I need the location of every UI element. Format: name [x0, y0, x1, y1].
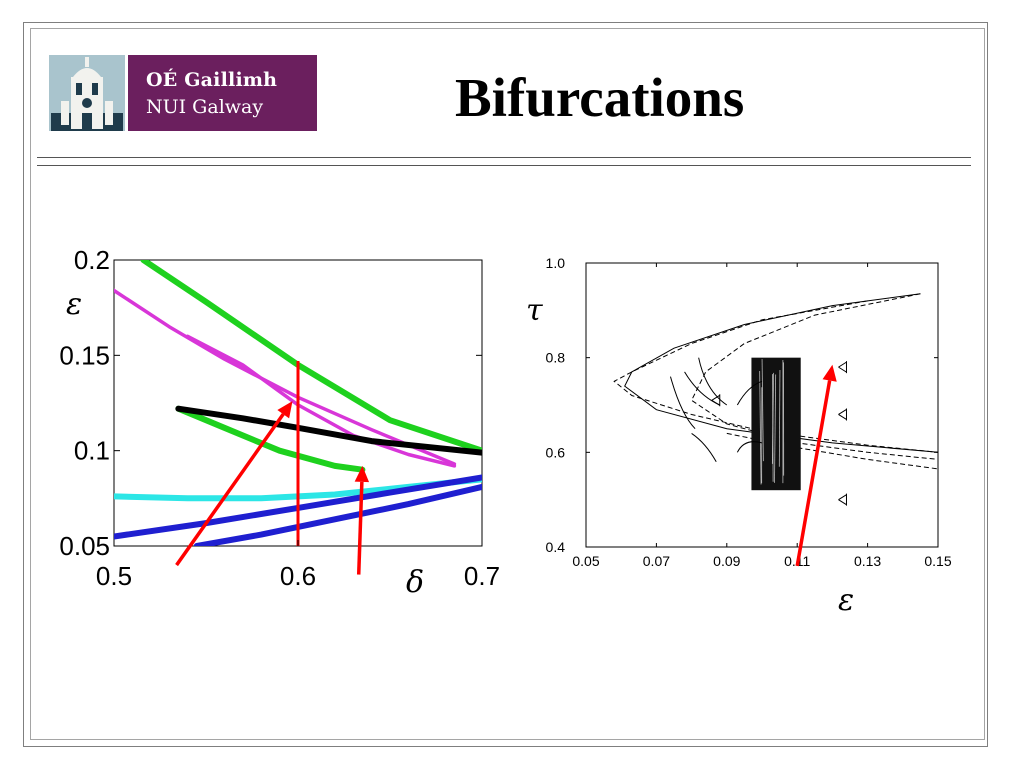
header-divider-top [37, 157, 971, 158]
right-x-tick-label-5: 0.15 [924, 553, 951, 569]
right-series-dashed-1 [613, 300, 938, 453]
right-red-arrow-0-shaft [795, 380, 832, 567]
right-chaotic-fill [751, 357, 801, 491]
right-chaotic-gap-2 [778, 369, 781, 467]
logo-band: OÉ Gaillimh NUI Galway [128, 55, 317, 131]
right-y-tick-label-2: 0.8 [546, 350, 566, 366]
right-small-branch-1 [838, 408, 847, 421]
left-x-tick-label-2: 0.7 [464, 561, 500, 591]
left-x-tick-label-0: 0.5 [96, 561, 132, 591]
right-x-axis-label: ε [838, 583, 854, 618]
right-chaotic-gap-5 [761, 359, 764, 462]
right-small-branch-3 [711, 394, 721, 407]
right-chaotic-gap-6 [759, 370, 762, 485]
right-chaotic-region [751, 357, 801, 491]
left-series-magenta-3 [185, 334, 457, 468]
right-chaotic-gap-7 [772, 374, 774, 482]
right-y-tick-label-3: 1.0 [546, 255, 566, 271]
left-red-arrow-0-head [277, 401, 293, 419]
left-red-arrow-0-shaft [175, 413, 285, 567]
left-x-axis-label: δ [406, 565, 424, 600]
page-title: Bifurcations [455, 67, 745, 128]
right-series-dashed-2 [690, 293, 938, 460]
logo-tower-icon [49, 55, 125, 131]
right-periodic-branch-2 [698, 357, 728, 406]
left-series-blue-7 [193, 483, 482, 546]
right-periodic-branch-4 [736, 380, 763, 406]
right-small-branch-0 [838, 361, 847, 374]
right-plot-area [613, 293, 938, 506]
right-x-tick-label-0: 0.05 [572, 553, 599, 569]
logo-name-irish: OÉ Gaillimh [146, 69, 278, 91]
right-red-arrow-0-head [822, 364, 837, 382]
right-periodic-branch-3 [691, 432, 717, 463]
tower-icon [49, 55, 125, 131]
header-divider-bottom [37, 165, 971, 166]
right-x-tick-label-1: 0.07 [643, 553, 670, 569]
slide-outer-frame [23, 22, 988, 747]
right-y-tick-label-1: 0.6 [546, 444, 566, 460]
right-chaotic-gap-0 [774, 374, 777, 483]
left-red-arrow-1 [354, 465, 370, 575]
left-y-tick-label-3: 0.2 [74, 245, 110, 275]
left-y-tick-label-0: 0.05 [59, 531, 110, 561]
left-red-arrow-0 [175, 401, 293, 567]
slide-inner-frame [30, 28, 985, 740]
right-y-axis-label: τ [526, 293, 543, 328]
right-y-tick-label-0: 0.4 [546, 539, 566, 555]
left-series-green-1 [175, 405, 366, 473]
left-y-tick-label-2: 0.15 [59, 340, 110, 370]
left-y-tick-label-1: 0.1 [74, 436, 110, 466]
left-y-axis-label: ε [66, 287, 82, 322]
left-red-arrow-1-head [354, 465, 370, 483]
right-periodic-branch-1 [669, 376, 696, 430]
right-periodic-branch-5 [736, 441, 763, 453]
logo-name-english: NUI Galway [146, 96, 264, 118]
right-x-tick-label-4: 0.13 [854, 553, 881, 569]
left-x-tick-label-1: 0.6 [280, 561, 316, 591]
right-small-branch-2 [838, 493, 847, 506]
right-x-tick-label-2: 0.09 [713, 553, 740, 569]
left-red-arrow-1-shaft [356, 481, 364, 575]
right-red-arrow-0 [795, 364, 837, 567]
